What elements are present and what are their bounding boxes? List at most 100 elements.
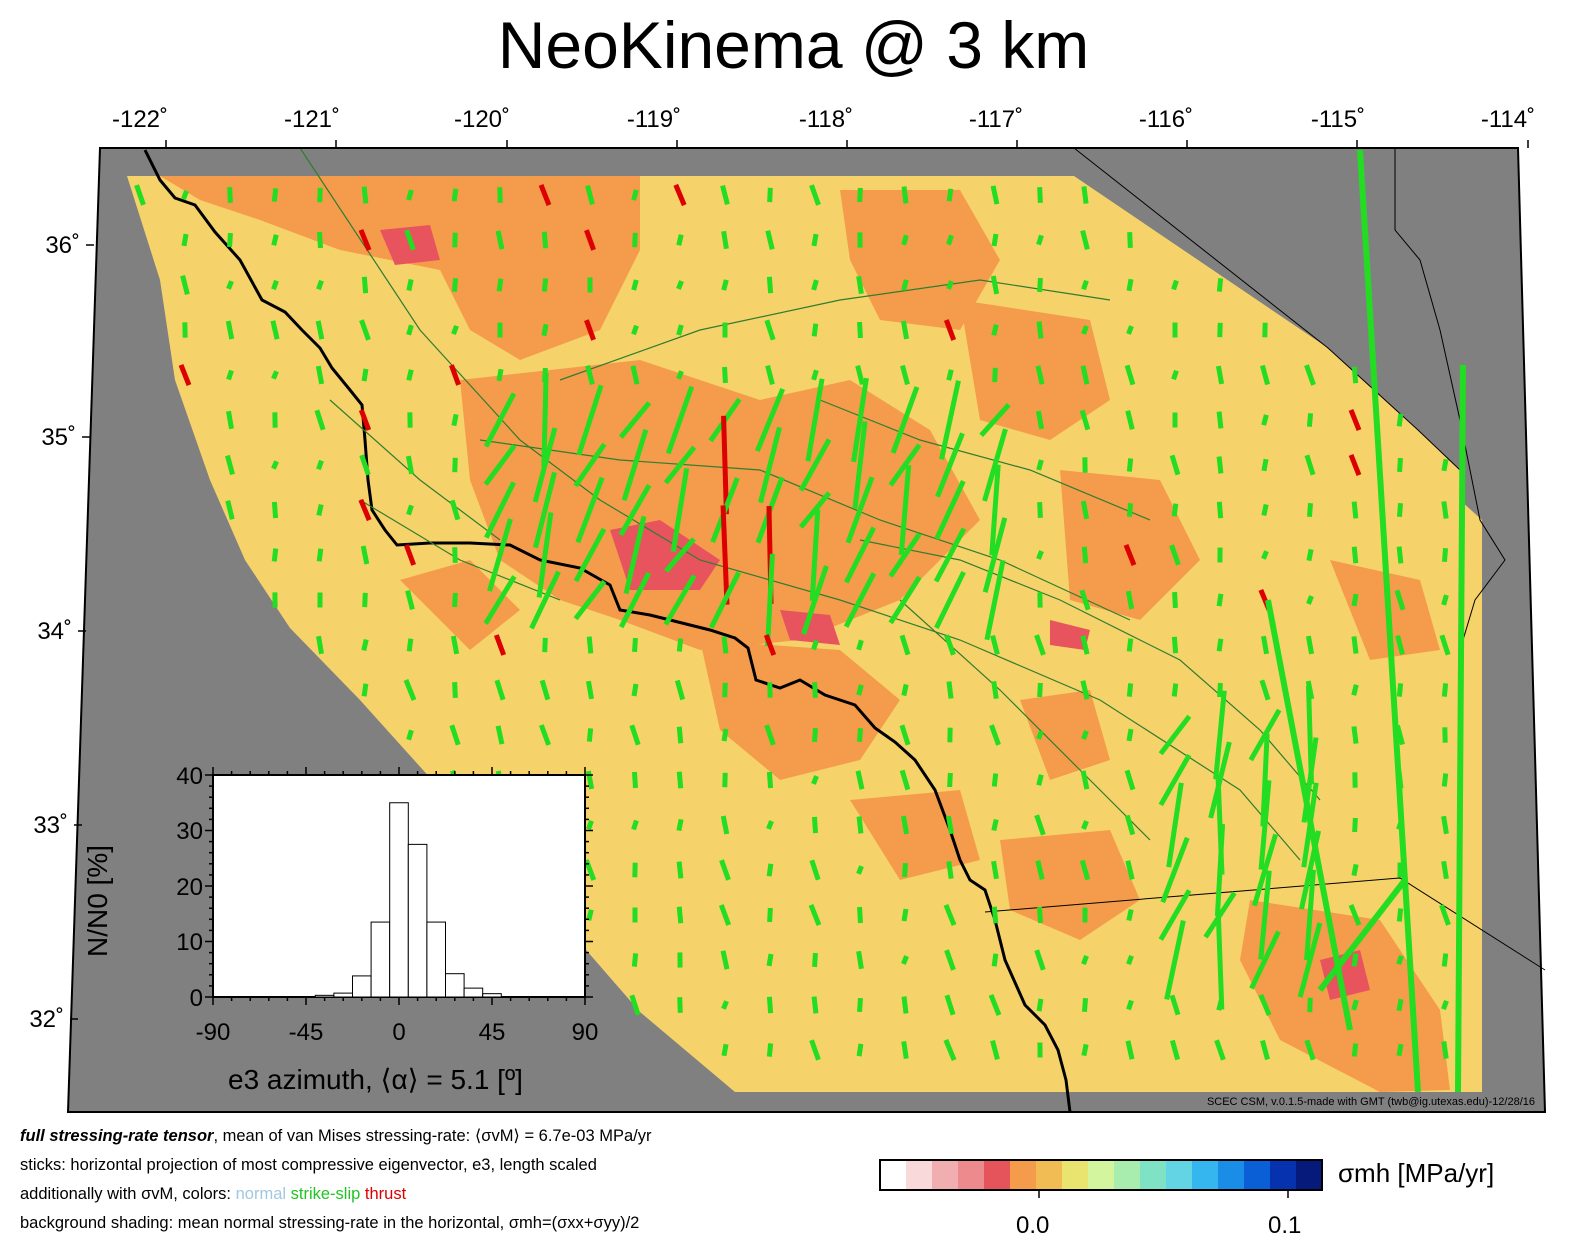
strike-slip-stick — [1171, 503, 1179, 517]
strike-slip-stick — [856, 816, 864, 834]
strike-slip-stick — [856, 950, 864, 970]
lon-label: -114˚ — [1481, 106, 1535, 133]
strike-slip-stick — [1171, 369, 1179, 381]
caption-rest: , mean of van Mises stressing-rate: ⟨σvM… — [213, 1127, 652, 1145]
colorbar-swatch — [880, 1160, 907, 1190]
strike-slip-stick — [900, 364, 910, 386]
strike-slip-stick — [539, 679, 551, 701]
strike-slip-stick — [618, 571, 652, 629]
strike-slip-stick — [449, 499, 461, 521]
strike-slip-stick — [989, 724, 1001, 746]
strike-slip-stick — [945, 815, 955, 835]
strike-slip-stick — [1441, 773, 1449, 787]
strike-slip-stick — [585, 364, 595, 386]
strike-slip-stick — [1126, 999, 1134, 1011]
strike-slip-stick — [946, 681, 954, 699]
strike-slip-stick — [1169, 1039, 1181, 1061]
caption-line-4: background shading: mean normal stressin… — [20, 1214, 640, 1232]
strike-slip-stick — [495, 230, 505, 250]
strike-slip-stick — [856, 684, 864, 696]
strike-slip-stick — [483, 444, 517, 486]
strike-slip-stick — [1249, 930, 1281, 990]
strike-slip-stick — [946, 861, 954, 879]
strike-slip-stick — [765, 553, 775, 647]
strike-slip-stick — [676, 861, 684, 879]
strike-slip-stick — [1172, 591, 1178, 609]
strike-slip-stick — [361, 639, 369, 651]
strike-slip-stick — [991, 953, 999, 967]
strike-slip-stick — [766, 1043, 774, 1057]
strike-slip-stick — [316, 635, 324, 655]
strike-slip-stick — [450, 635, 460, 655]
strike-slip-stick — [452, 592, 458, 608]
strike-slip-stick — [805, 378, 825, 462]
strike-slip-stick — [1351, 636, 1359, 654]
strike-slip-stick — [992, 367, 998, 383]
strike-slip-stick — [1441, 999, 1449, 1011]
strike-slip-stick — [947, 772, 953, 788]
colorbar-tick-1: 0.1 — [1268, 1212, 1302, 1239]
strike-slip-stick — [809, 1039, 821, 1061]
strike-slip-stick — [632, 232, 638, 248]
thrust-stick — [403, 544, 417, 566]
colorbar-swatch — [1166, 1160, 1193, 1190]
colorbar-swatch — [1010, 1160, 1037, 1190]
strike-slip-stick — [944, 949, 956, 971]
strike-slip-stick — [935, 432, 965, 498]
strike-slip-stick — [811, 369, 819, 381]
strike-slip-stick — [532, 427, 558, 503]
strike-slip-stick — [484, 481, 516, 539]
strike-slip-stick — [406, 729, 414, 741]
colorbar-frame — [879, 1159, 1323, 1191]
strike-slip-stick — [1037, 277, 1043, 293]
strike-slip-stick — [901, 683, 909, 697]
strike-slip-stick — [1164, 920, 1186, 1000]
x-tick-label: 45 — [479, 1019, 506, 1046]
colorbar-swatch — [1218, 1160, 1245, 1190]
colorbar-swatch — [1114, 1160, 1141, 1190]
strike-slip-stick — [541, 372, 549, 468]
strike-slip-stick — [1126, 325, 1134, 335]
strike-slip-stick — [1037, 906, 1043, 924]
strike-slip-stick — [721, 636, 729, 654]
strike-slip-stick — [718, 904, 732, 926]
strike-slip-stick — [406, 324, 414, 336]
strike-slip-stick — [1441, 1041, 1449, 1059]
strike-slip-stick — [812, 727, 818, 743]
strike-slip-stick — [670, 468, 690, 552]
thrust-stick — [763, 634, 777, 656]
strike-slip-stick — [721, 728, 729, 742]
strike-slip-stick — [1035, 365, 1045, 385]
strike-slip-stick — [1080, 500, 1090, 520]
strike-slip-stick — [766, 276, 774, 294]
strike-slip-stick — [767, 187, 773, 203]
strike-slip-stick — [1260, 733, 1270, 827]
strike-slip-stick — [316, 548, 324, 562]
strike-slip-stick — [573, 579, 607, 621]
strike-slip-stick — [271, 548, 279, 562]
strike-slip-stick — [631, 279, 639, 291]
strike-slip-stick — [843, 572, 877, 628]
strike-slip-stick — [226, 410, 234, 430]
strike-slip-stick — [134, 184, 146, 206]
colorbar-swatch — [958, 1160, 985, 1190]
strike-slip-stick — [1305, 635, 1315, 655]
strike-slip-stick — [900, 320, 910, 340]
graticule-ticks — [70, 140, 1529, 1020]
thrust-stick — [721, 415, 729, 515]
strike-slip-stick — [1307, 997, 1313, 1013]
strike-slip-stick — [618, 483, 652, 537]
strike-slip-stick — [181, 190, 189, 200]
strike-slip-stick — [226, 280, 234, 290]
strike-slip-stick — [1441, 501, 1449, 519]
histogram-bar — [482, 993, 502, 998]
colorbar-title: σmh [MPa/yr] — [1338, 1158, 1495, 1188]
strike-slip-stick — [1258, 993, 1272, 1017]
histogram-bar — [389, 802, 409, 998]
thrust-stick — [584, 229, 596, 251]
strike-slip-stick — [812, 682, 818, 698]
strike-slip-stick — [359, 319, 371, 341]
histogram-bar — [445, 973, 465, 998]
strike-slip-stick — [809, 859, 821, 881]
colorbar-swatch — [906, 1160, 933, 1190]
